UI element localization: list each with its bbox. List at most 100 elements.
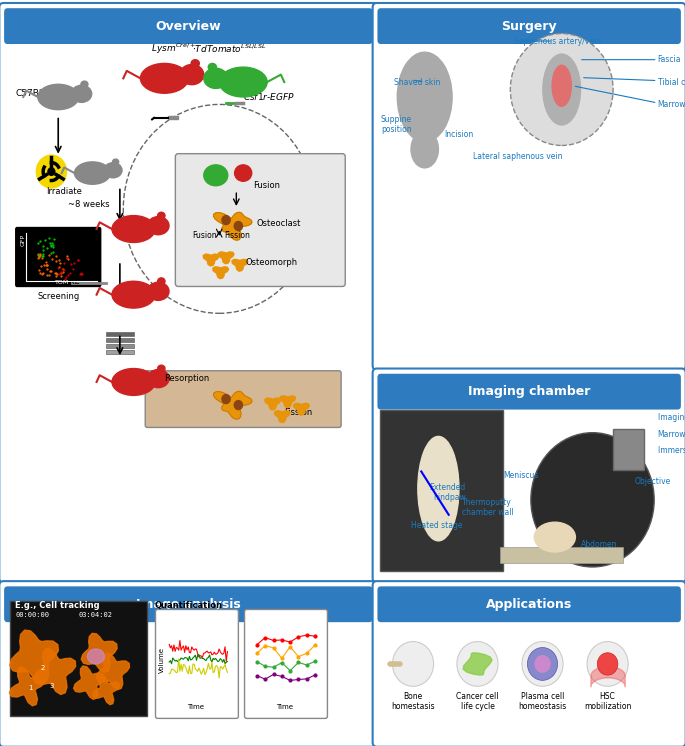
Text: HSC
mobilization: HSC mobilization	[584, 692, 632, 711]
Text: Time: Time	[187, 704, 203, 710]
Circle shape	[534, 655, 551, 673]
FancyBboxPatch shape	[373, 369, 685, 583]
Text: $Lysm^{Cre/+}$: $Lysm^{Cre/+}$	[151, 41, 196, 56]
Text: C57BL/6: C57BL/6	[15, 89, 53, 98]
Text: Meniscus: Meniscus	[503, 471, 538, 480]
FancyBboxPatch shape	[377, 374, 681, 410]
Bar	[106, 332, 134, 336]
Text: Thermoputty
chamber wall: Thermoputty chamber wall	[462, 498, 514, 517]
Ellipse shape	[158, 278, 165, 285]
FancyBboxPatch shape	[377, 8, 681, 44]
Polygon shape	[168, 116, 178, 119]
Polygon shape	[265, 398, 281, 410]
Polygon shape	[97, 653, 129, 689]
Ellipse shape	[147, 216, 169, 235]
Ellipse shape	[158, 213, 165, 219]
Text: Heated stage: Heated stage	[411, 521, 462, 530]
FancyBboxPatch shape	[0, 3, 377, 583]
Text: E.g., Cell tracking: E.g., Cell tracking	[15, 601, 100, 610]
Text: Imaging chamber: Imaging chamber	[468, 385, 590, 398]
Polygon shape	[203, 254, 219, 266]
Text: TOM: TOM	[55, 280, 68, 285]
Ellipse shape	[147, 282, 169, 301]
Text: ~8 weeks: ~8 weeks	[68, 200, 110, 209]
Ellipse shape	[219, 67, 267, 97]
Circle shape	[48, 168, 55, 175]
Ellipse shape	[112, 159, 119, 165]
Bar	[380, 410, 503, 571]
FancyBboxPatch shape	[175, 154, 345, 286]
Text: Plasma cell
homeostasis: Plasma cell homeostasis	[519, 692, 566, 711]
Text: Lateral saphenous vein: Lateral saphenous vein	[473, 152, 562, 161]
FancyBboxPatch shape	[145, 371, 341, 427]
Text: Incision: Incision	[444, 130, 473, 139]
Text: GFP: GFP	[21, 234, 25, 246]
Text: Applications: Applications	[486, 598, 572, 611]
Text: Shaved skin: Shaved skin	[394, 78, 440, 87]
Ellipse shape	[81, 81, 88, 87]
FancyBboxPatch shape	[245, 609, 327, 718]
Text: Time: Time	[276, 704, 292, 710]
Ellipse shape	[543, 54, 580, 125]
Bar	[10, 601, 147, 716]
Text: Fascia: Fascia	[658, 55, 681, 64]
Text: Fusion: Fusion	[253, 181, 280, 189]
Text: Saphenous artery/vein: Saphenous artery/vein	[514, 37, 601, 46]
FancyBboxPatch shape	[16, 228, 101, 286]
Polygon shape	[92, 675, 119, 705]
Circle shape	[531, 433, 654, 567]
Circle shape	[234, 222, 242, 231]
Polygon shape	[82, 633, 117, 672]
Polygon shape	[214, 213, 252, 240]
FancyBboxPatch shape	[373, 3, 685, 370]
Text: Fission: Fission	[224, 231, 250, 240]
Circle shape	[597, 653, 618, 675]
Text: Immersion media: Immersion media	[658, 446, 685, 455]
Circle shape	[222, 395, 230, 404]
Circle shape	[522, 642, 563, 686]
Polygon shape	[73, 666, 104, 699]
Polygon shape	[213, 267, 229, 278]
Ellipse shape	[38, 84, 79, 110]
Text: Extended
hindpaw: Extended hindpaw	[429, 483, 466, 502]
Polygon shape	[275, 411, 290, 422]
Circle shape	[587, 642, 628, 686]
Ellipse shape	[158, 365, 165, 372]
FancyBboxPatch shape	[4, 8, 373, 44]
Ellipse shape	[147, 369, 169, 388]
Polygon shape	[280, 396, 296, 407]
Polygon shape	[219, 252, 234, 263]
Text: Overview: Overview	[155, 19, 221, 33]
Text: Fusion: Fusion	[192, 231, 216, 240]
Text: Imaging window: Imaging window	[658, 413, 685, 422]
Text: Surgery: Surgery	[501, 19, 557, 33]
Text: Suppine
position: Suppine position	[381, 115, 412, 134]
Text: Resorption: Resorption	[164, 374, 210, 383]
Ellipse shape	[397, 52, 452, 142]
FancyBboxPatch shape	[0, 581, 377, 746]
Ellipse shape	[234, 165, 251, 181]
Polygon shape	[34, 648, 75, 695]
Bar	[613, 429, 644, 470]
Text: Objective: Objective	[635, 477, 671, 486]
Polygon shape	[294, 404, 310, 415]
Text: $Csf1r$-EGFP: $Csf1r$-EGFP	[243, 92, 295, 102]
Text: Osteoclast: Osteoclast	[257, 219, 301, 228]
Bar	[500, 547, 623, 563]
Ellipse shape	[112, 281, 155, 308]
Text: Volume: Volume	[160, 648, 165, 673]
Ellipse shape	[191, 60, 199, 67]
Text: Image analysis: Image analysis	[136, 598, 240, 611]
Ellipse shape	[140, 63, 188, 93]
Ellipse shape	[75, 162, 110, 184]
Text: Bone
homestasis: Bone homestasis	[391, 692, 435, 711]
Ellipse shape	[208, 63, 216, 71]
Ellipse shape	[534, 522, 575, 552]
Circle shape	[393, 642, 434, 686]
Ellipse shape	[179, 65, 204, 85]
Text: 1: 1	[29, 685, 33, 691]
Polygon shape	[232, 260, 248, 271]
Ellipse shape	[112, 369, 155, 395]
Text: Screening: Screening	[37, 292, 79, 301]
Bar	[106, 338, 134, 342]
